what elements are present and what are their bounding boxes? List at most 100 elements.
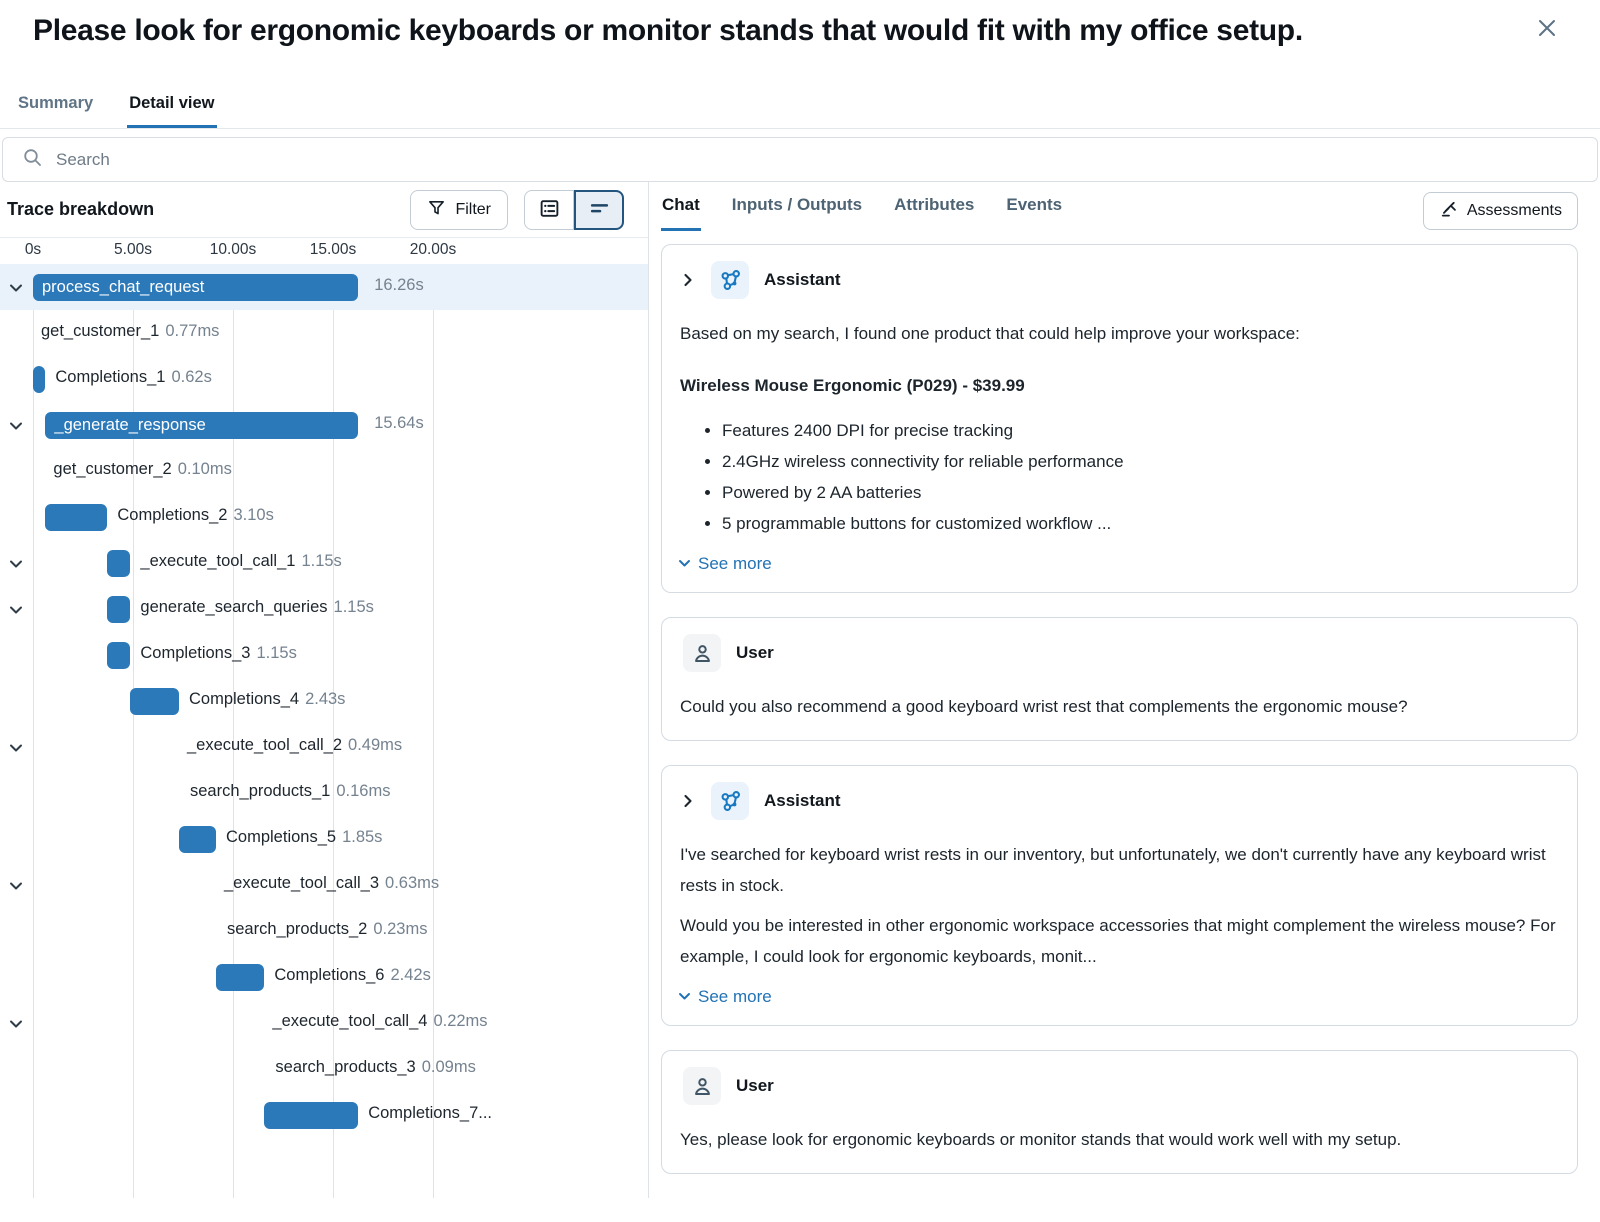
span-label: Completions_5 1.85s [226, 828, 382, 847]
trace-row[interactable]: Completions_6 2.42s [0, 954, 648, 1000]
trace-row[interactable]: Completions_2 3.10s [0, 494, 648, 540]
span-duration: 0.23ms [373, 920, 428, 938]
span-duration: 0.62s [171, 368, 212, 386]
trace-row[interactable]: search_products_3 0.09ms [0, 1046, 648, 1092]
see-more-label: See more [698, 987, 772, 1006]
axis-tick: 0s [24, 241, 42, 258]
timeline-gridline [133, 264, 134, 1198]
search-input[interactable] [56, 149, 1597, 170]
search-icon [22, 147, 43, 173]
message-role: User [736, 643, 774, 662]
span-bar[interactable] [179, 826, 216, 853]
trace-row[interactable]: get_customer_1 0.77ms [0, 310, 648, 356]
span-name: search_products_3 [275, 1058, 416, 1076]
person-icon [683, 634, 721, 672]
trace-row[interactable]: _execute_tool_call_3 0.63ms [0, 862, 648, 908]
trace-row[interactable]: Completions_7... [0, 1092, 648, 1138]
timeline-gridline [33, 264, 34, 1198]
span-bar[interactable] [264, 1102, 359, 1129]
see-more-link[interactable]: See more [678, 987, 772, 1007]
chevron-down-icon[interactable] [9, 741, 23, 753]
trace-breakdown-title: Trace breakdown [7, 199, 155, 219]
detail-tab-chat[interactable]: Chat [661, 192, 701, 231]
chevron-down-icon[interactable] [9, 419, 23, 431]
message-paragraph: Wireless Mouse Ergonomic (P029) - $39.99 [680, 376, 1025, 395]
trace-row[interactable]: Completions_4 2.43s [0, 678, 648, 724]
timeline-gridline [433, 264, 434, 1198]
person-icon [683, 1067, 721, 1105]
span-duration: 1.15s [333, 598, 374, 616]
span-name: Completions_4 [189, 690, 300, 708]
span-bar[interactable] [130, 688, 179, 715]
detail-tab-events[interactable]: Events [1005, 192, 1063, 231]
trace-row[interactable]: Completions_3 1.15s [0, 632, 648, 678]
span-bar[interactable] [107, 596, 131, 623]
chevron-down-icon[interactable] [9, 281, 23, 293]
span-bar[interactable] [45, 504, 108, 531]
span-duration: 3.10s [233, 506, 274, 524]
trace-row[interactable]: _generate_response 15.64s [0, 402, 648, 448]
axis-tick: 20.00s [409, 241, 457, 258]
main-split: Trace breakdown Filter 0s 5.00s 10.00s 15.0… [0, 182, 1600, 1198]
tab-detail-view[interactable]: Detail view [127, 88, 217, 128]
trace-row[interactable]: process_chat_request 16.26s [0, 264, 648, 310]
span-bar[interactable]: _generate_response [45, 412, 359, 439]
span-label: _execute_tool_call_3 0.63ms [224, 874, 439, 893]
trace-row[interactable]: _execute_tool_call_2 0.49ms [0, 724, 648, 770]
agent-graph-icon [711, 782, 749, 820]
span-name: Completions_1 [55, 368, 166, 386]
span-bar[interactable] [216, 964, 265, 991]
span-duration: 1.15s [301, 552, 342, 570]
chevron-down-icon[interactable] [9, 879, 23, 891]
chevron-right-icon[interactable] [682, 793, 696, 809]
span-bar[interactable] [107, 642, 131, 669]
detail-tab-inputs-outputs[interactable]: Inputs / Outputs [731, 192, 863, 231]
trace-row[interactable]: Completions_1 0.62s [0, 356, 648, 402]
span-label: get_customer_2 0.10ms [53, 460, 231, 479]
message-card-user: User Could you also recommend a good keyb… [661, 617, 1578, 741]
span-name: Completions_5 [226, 828, 337, 846]
filter-label: Filter [455, 200, 491, 218]
span-bar[interactable]: process_chat_request [33, 274, 359, 301]
view-toggle-gantt-view[interactable] [574, 189, 624, 230]
tab-summary[interactable]: Summary [16, 88, 95, 128]
see-more-link[interactable]: See more [678, 554, 772, 574]
span-name: generate_search_queries [140, 598, 328, 616]
span-name: process_chat_request [42, 278, 205, 296]
span-name: _execute_tool_call_2 [187, 736, 343, 754]
chevron-down-icon[interactable] [9, 557, 23, 569]
message-body: Yes, please look for ergonomic keyboards… [678, 1109, 1559, 1155]
span-name: _execute_tool_call_3 [224, 874, 380, 892]
trace-row[interactable]: generate_search_queries 1.15s [0, 586, 648, 632]
view-toggle-span-list[interactable] [524, 189, 574, 230]
span-label: _execute_tool_call_4 0.22ms [272, 1012, 487, 1031]
span-name: Completions_2 [117, 506, 228, 524]
span-label: Completions_2 3.10s [117, 506, 273, 525]
span-name: search_products_1 [190, 782, 331, 800]
trace-row[interactable]: _execute_tool_call_4 0.22ms [0, 1000, 648, 1046]
span-name: _execute_tool_call_1 [140, 552, 296, 570]
span-bar[interactable] [107, 550, 131, 577]
trace-gantt: process_chat_request 16.26s get_customer_1… [0, 264, 648, 1198]
trace-row[interactable]: get_customer_2 0.10ms [0, 448, 648, 494]
detail-tab-attributes[interactable]: Attributes [893, 192, 975, 231]
trace-row[interactable]: search_products_2 0.23ms [0, 908, 648, 954]
chevron-right-icon[interactable] [682, 272, 696, 288]
trace-row[interactable]: _execute_tool_call_1 1.15s [0, 540, 648, 586]
message-role: Assistant [764, 270, 841, 289]
message-bullet: 2.4GHz wireless connectivity for reliabl… [722, 446, 1557, 477]
axis-tick: 15.00s [309, 241, 357, 258]
trace-row[interactable]: Completions_5 1.85s [0, 816, 648, 862]
close-button[interactable] [1532, 14, 1562, 44]
search-bar[interactable] [2, 137, 1598, 182]
assessments-button[interactable]: Assessments [1422, 192, 1578, 230]
trace-row[interactable]: search_products_1 0.16ms [0, 770, 648, 816]
close-icon [1535, 16, 1559, 43]
filter-button[interactable]: Filter [410, 189, 508, 230]
span-duration: 15.64s [374, 414, 424, 432]
span-bar[interactable] [33, 366, 46, 393]
chevron-down-icon[interactable] [9, 1017, 23, 1029]
chevron-down-icon[interactable] [9, 603, 23, 615]
message-header: Assistant [678, 780, 1559, 824]
span-duration: 0.16ms [336, 782, 391, 800]
